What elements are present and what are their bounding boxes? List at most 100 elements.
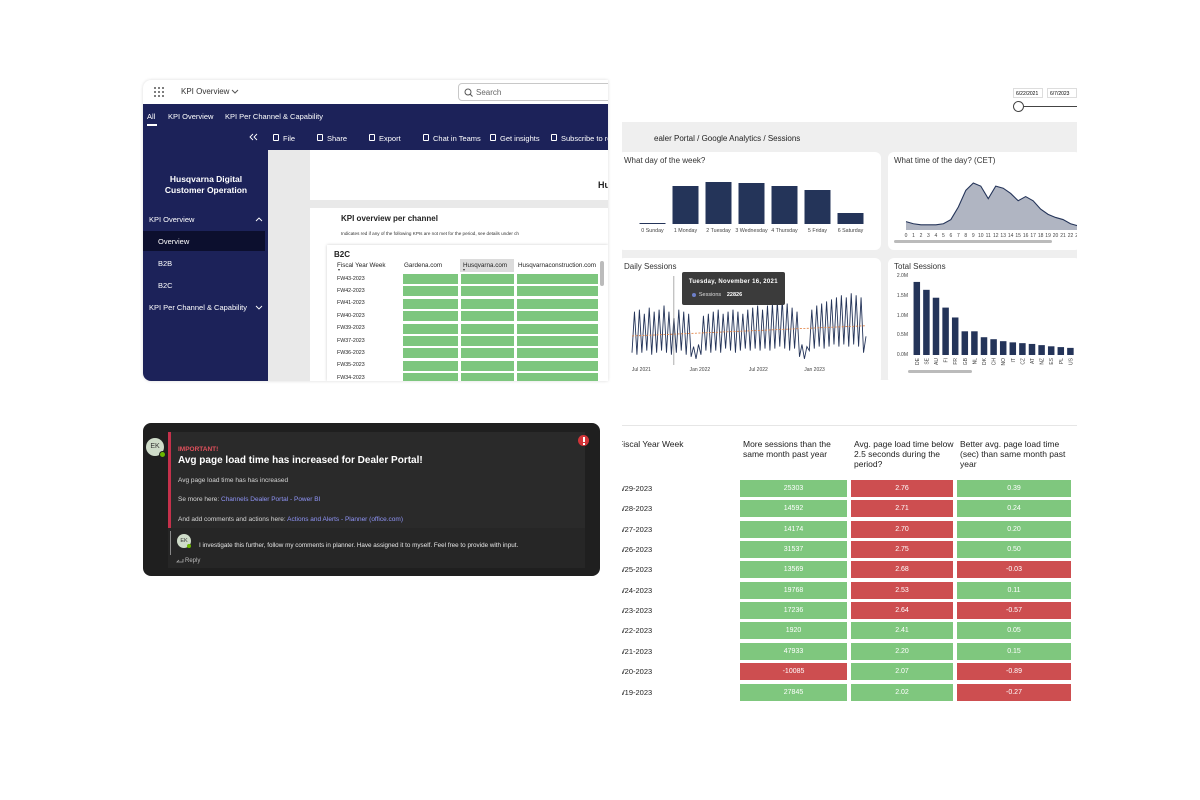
kpi-cell: 27845 bbox=[740, 683, 847, 701]
x-tick-label: Jan 2022 bbox=[689, 367, 711, 373]
date-to[interactable]: 6/7/2023 bbox=[1047, 88, 1077, 98]
kpi-cell: 1920 bbox=[740, 622, 847, 640]
chart-title: What time of the day? (CET) bbox=[894, 156, 996, 165]
kpi-value: 0.39 bbox=[1007, 485, 1021, 492]
kpi-value: -0.27 bbox=[1006, 688, 1022, 696]
kpi-value: 14174 bbox=[783, 525, 804, 533]
nav-item[interactable]: Overview bbox=[158, 237, 190, 246]
kpi-cell: -0.03 bbox=[957, 561, 1071, 579]
x-tick-label: Jan 2023 bbox=[804, 367, 825, 373]
column-header[interactable]: Fiscal Year Week bbox=[337, 262, 386, 269]
x-tick-label: 19 bbox=[1045, 233, 1051, 239]
kpi-cell: -10085 bbox=[740, 663, 847, 681]
kpi-cell: 47933 bbox=[740, 642, 847, 660]
status-cell bbox=[517, 286, 598, 297]
toolbar-button[interactable]: Chat in Teams bbox=[433, 134, 481, 143]
y-tick-label: 0.0M bbox=[896, 352, 908, 358]
reply-thread: EK I investigate this further, follow my… bbox=[168, 528, 585, 568]
row-label: FW27-2023 bbox=[622, 524, 653, 534]
reply-text: I investigate this further, follow my co… bbox=[199, 542, 519, 549]
reply-button[interactable]: Reply bbox=[185, 558, 201, 564]
kpi-value: 0.50 bbox=[1007, 546, 1021, 554]
alert-glyph bbox=[583, 443, 585, 445]
reply-icon bbox=[176, 559, 184, 563]
tooltip-value: 22826 bbox=[726, 292, 743, 298]
nav-item[interactable]: KPI Per Channel & Capability bbox=[149, 303, 247, 312]
bar bbox=[999, 341, 1007, 355]
kpi-value: 19768 bbox=[783, 586, 804, 594]
x-tick-label: 17 bbox=[1030, 233, 1036, 239]
x-tick-label: FI bbox=[944, 358, 950, 362]
kpi-value: 2.71 bbox=[895, 505, 909, 513]
row-label: FW22-2023 bbox=[622, 626, 653, 636]
kpi-cell: 2.07 bbox=[851, 663, 953, 681]
x-tick-label: 9 bbox=[971, 233, 975, 239]
column-header[interactable]: Husqvarnaconstruction.com bbox=[518, 262, 597, 269]
kpi-cell: 25303 bbox=[740, 480, 847, 497]
kpi-cell: 17236 bbox=[740, 602, 847, 620]
x-tick-label: 1 bbox=[912, 233, 915, 239]
status-cell bbox=[403, 373, 458, 381]
chevron-stroke bbox=[255, 217, 263, 222]
x-tick-label: 6 bbox=[949, 233, 953, 239]
x-tick-label: 16 bbox=[1022, 233, 1029, 239]
link[interactable]: Channels Dealer Portal - Power BI bbox=[221, 496, 321, 503]
app-launcher-icon[interactable] bbox=[153, 86, 165, 98]
toolbar-button[interactable]: Get insights bbox=[500, 134, 540, 143]
row-label: FW40-2023 bbox=[337, 312, 365, 319]
kpi-value: 2.53 bbox=[895, 586, 909, 594]
bar bbox=[672, 186, 699, 224]
kpi-value: 2.75 bbox=[895, 546, 909, 554]
toolbar-button[interactable]: Export bbox=[379, 134, 401, 143]
nav-item[interactable]: B2B bbox=[158, 259, 173, 268]
nav-item[interactable]: KPI Overview bbox=[149, 215, 195, 224]
link[interactable]: Actions and Alerts - Planner (office.com… bbox=[287, 516, 403, 523]
status-cell bbox=[517, 360, 598, 371]
chevron-icon bbox=[231, 89, 239, 94]
app-title[interactable]: KPI Overview bbox=[181, 87, 230, 96]
tab[interactable]: KPI Overview bbox=[168, 112, 214, 121]
kpi-cell: 0.20 bbox=[957, 520, 1071, 538]
column-header[interactable]: Gardena.com bbox=[404, 262, 443, 269]
toolbar-button[interactable]: Subscribe to re bbox=[561, 134, 608, 143]
chart-card: What day of the week? 0 Sunday 1 Monday 2 T… bbox=[622, 152, 881, 250]
sort-icon bbox=[338, 269, 340, 271]
kpi-cell: 13569 bbox=[740, 561, 847, 579]
column-header[interactable]: Husqvarna.com bbox=[463, 262, 508, 269]
tab[interactable]: All bbox=[147, 112, 156, 121]
date-from[interactable]: 6/22/2021 bbox=[1013, 88, 1043, 98]
kpi-value: 0.15 bbox=[1007, 647, 1021, 655]
chart: DE SE AU FI FR GB NL DK CH NO IT CZ AT NZ ES PL US bbox=[913, 281, 1074, 366]
x-tick-label: CH bbox=[992, 358, 998, 366]
kpi-value: 1920 bbox=[785, 627, 802, 635]
bar bbox=[837, 213, 864, 224]
x-tick-label: GB bbox=[963, 357, 969, 365]
bar bbox=[990, 339, 997, 355]
search-box[interactable]: Search bbox=[458, 83, 608, 101]
nav-item[interactable]: B2C bbox=[158, 281, 173, 290]
kpi-value: 2.76 bbox=[895, 485, 909, 492]
row-label: FW35-2023 bbox=[337, 362, 365, 369]
trend-line bbox=[631, 325, 867, 337]
bar bbox=[1057, 347, 1065, 355]
importance-label: IMPORTANT! bbox=[178, 446, 219, 453]
tooltip-date: Tuesday, November 16, 2021 bbox=[688, 279, 778, 285]
bar bbox=[961, 331, 969, 355]
tab-bar: All KPI Overview KPI Per Channel & Capabil… bbox=[143, 104, 608, 126]
chart-card: DE SE AU FI FR GB NL DK CH NO IT CZ AT NZ ES PL US Total … bbox=[888, 258, 1077, 380]
row-label: FW26-2023 bbox=[622, 545, 653, 555]
toolbar-button[interactable]: File bbox=[283, 134, 296, 143]
kpi-value: 17236 bbox=[783, 607, 804, 615]
kpi-value: 2.68 bbox=[895, 566, 909, 574]
kpi-cell: 14592 bbox=[740, 500, 847, 518]
report-title: KPI overview per channel bbox=[341, 214, 438, 223]
toolbar-button[interactable]: Share bbox=[327, 134, 348, 143]
kpi-cell: 0.05 bbox=[957, 622, 1071, 640]
bar bbox=[913, 281, 921, 355]
kpi-cell: 2.53 bbox=[851, 581, 953, 599]
slider-handle[interactable] bbox=[1013, 101, 1024, 112]
row-label: FW34-2023 bbox=[337, 374, 365, 381]
bar bbox=[932, 297, 940, 355]
tab[interactable]: KPI Per Channel & Capability bbox=[225, 112, 323, 121]
report-note: Indicates red if any of the following KP… bbox=[341, 231, 519, 236]
